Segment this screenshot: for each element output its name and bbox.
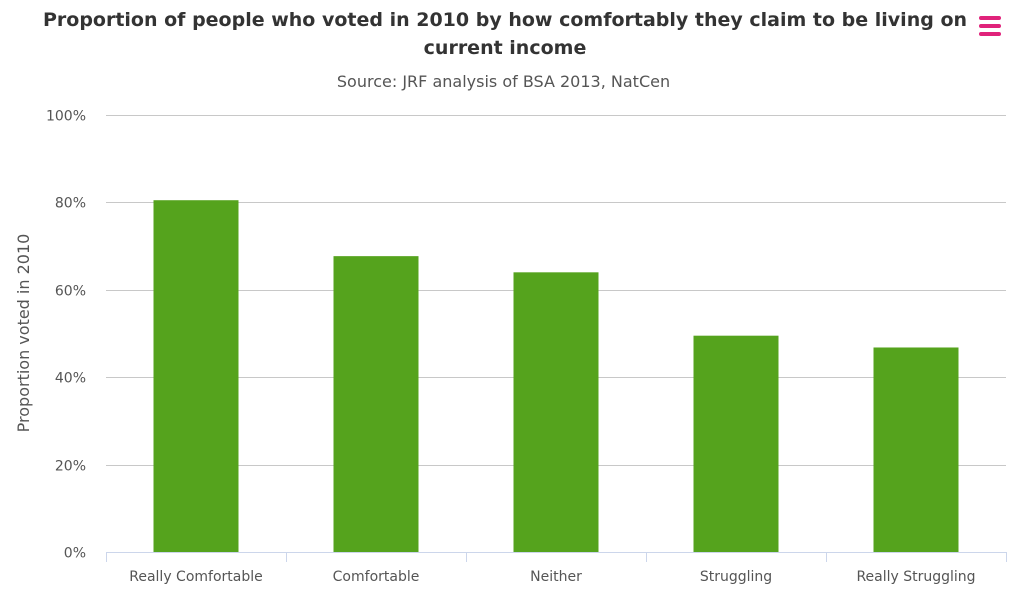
y-axis-tick-labels: 0% 20% 40% 60% 80% 100% <box>46 109 86 562</box>
x-axis <box>106 552 1007 562</box>
x-tick-label: Comfortable <box>333 569 420 585</box>
hamburger-menu-icon-bar <box>979 32 1001 36</box>
x-tick-label: Struggling <box>700 569 772 585</box>
y-tick-label: 60% <box>55 284 86 300</box>
bars <box>153 200 959 552</box>
y-axis-title: Proportion voted in 2010 <box>14 234 33 433</box>
y-tick-label: 0% <box>64 546 86 562</box>
x-axis-tick-labels: Really Comfortable Comfortable Neither Stru… <box>129 569 975 585</box>
chart-menu-button[interactable] <box>972 12 1006 42</box>
x-tick-label: Neither <box>530 569 582 585</box>
y-tick-label: 20% <box>55 459 86 475</box>
bar[interactable] <box>693 335 779 552</box>
bar[interactable] <box>153 200 239 552</box>
hamburger-menu-icon-bar <box>979 24 1001 28</box>
chart-subtitle: Source: JRF analysis of BSA 2013, NatCen <box>336 72 671 91</box>
y-tick-label: 40% <box>55 371 86 387</box>
y-tick-label: 80% <box>55 196 86 212</box>
x-tick-label: Really Comfortable <box>129 569 263 585</box>
hamburger-menu-icon <box>979 16 1001 20</box>
chart-title: Proportion of people who voted in 2010 b… <box>42 9 968 59</box>
bar[interactable] <box>873 347 959 552</box>
y-tick-label: 100% <box>46 109 86 125</box>
bar[interactable] <box>513 272 599 552</box>
bar[interactable] <box>333 256 419 552</box>
x-tick-label: Really Struggling <box>856 569 975 585</box>
